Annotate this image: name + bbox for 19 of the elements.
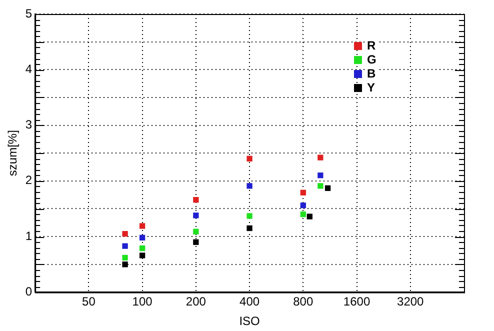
y-tick-label: 4: [25, 62, 32, 76]
y-tick-label: 0: [25, 284, 32, 299]
x-tick-label: 100: [132, 294, 153, 309]
y-axis-title: szum[%]: [6, 130, 20, 176]
legend-label: R: [367, 38, 376, 52]
x-tick-label: 200: [186, 294, 206, 309]
x-tick-label: 400: [240, 294, 260, 309]
legend-label: B: [367, 66, 376, 80]
legend-label: G: [367, 52, 376, 66]
x-tick-label: 3200: [397, 294, 424, 309]
legend-label: Y: [367, 80, 376, 94]
y-tick-label: 2: [25, 173, 32, 188]
x-tick-label: 800: [293, 294, 314, 309]
x-axis-title: ISO: [239, 314, 260, 328]
y-tick-label: 1: [25, 228, 32, 243]
x-tick-label: 50: [82, 294, 96, 309]
y-tick-label: 5: [25, 6, 32, 20]
y-tick-label: 3: [25, 118, 32, 132]
x-tick-label: 1600: [343, 294, 370, 309]
